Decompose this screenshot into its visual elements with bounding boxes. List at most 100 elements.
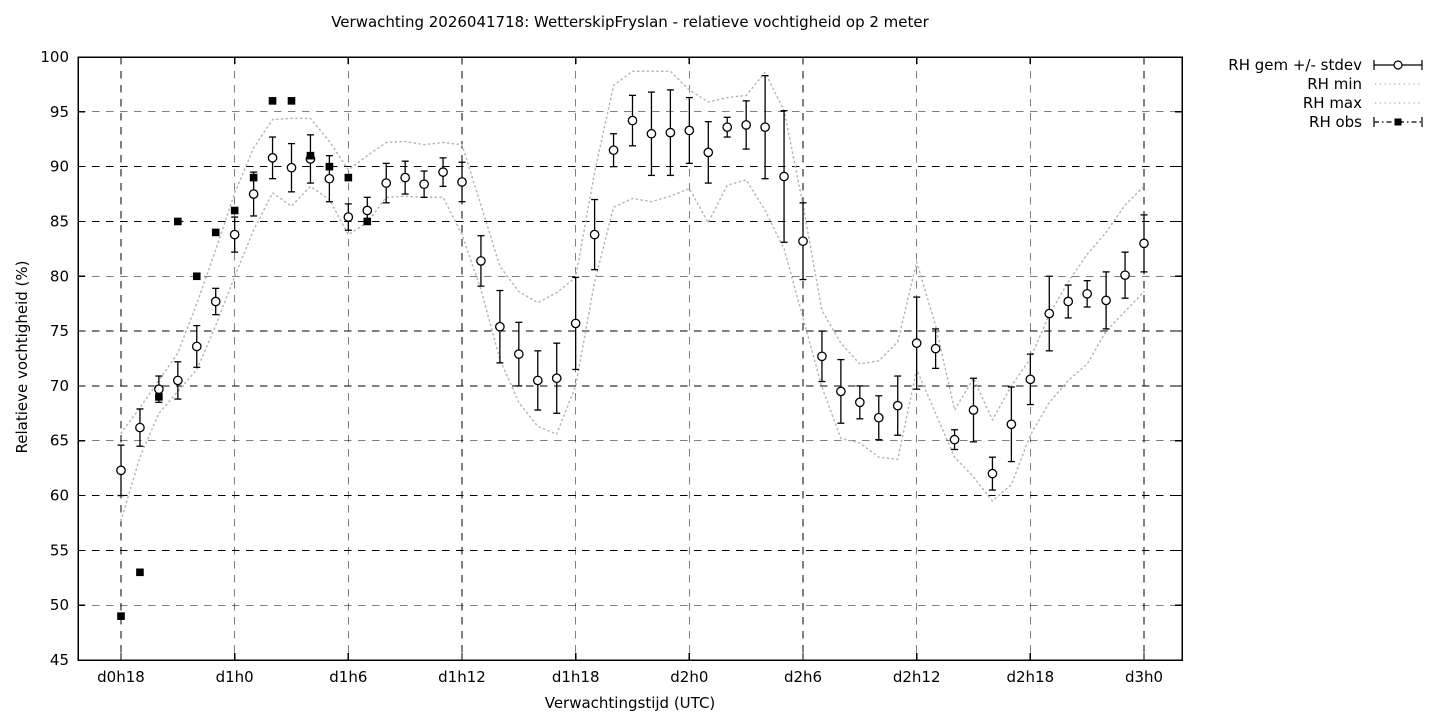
obs-marker bbox=[211, 228, 220, 237]
mean-marker bbox=[362, 205, 373, 216]
mean-marker bbox=[116, 465, 126, 476]
obs-marker bbox=[249, 173, 258, 182]
dashdot-square-sample-icon bbox=[1373, 116, 1423, 127]
mean-marker bbox=[400, 172, 411, 183]
errorbar-circle-sample-icon bbox=[1373, 59, 1423, 70]
mean-marker bbox=[513, 349, 524, 359]
rh-min-line bbox=[120, 178, 1145, 522]
obs-marker bbox=[325, 162, 334, 171]
mean-marker bbox=[722, 122, 733, 133]
mean-marker bbox=[210, 296, 221, 307]
mean-marker bbox=[267, 153, 278, 163]
rh-mean-errorbars bbox=[117, 74, 1148, 497]
mean-marker bbox=[135, 422, 145, 433]
axis-ticks bbox=[78, 56, 1182, 661]
legend-row-rh-gem: RH gem +/- stdev bbox=[1228, 55, 1424, 74]
obs-marker bbox=[306, 151, 315, 160]
legend-label-rh-max: RH max bbox=[1302, 93, 1362, 112]
mean-marker bbox=[1120, 270, 1130, 281]
legend-row-rh-obs: RH obs bbox=[1228, 112, 1424, 131]
obs-marker bbox=[136, 568, 144, 577]
mean-marker bbox=[665, 127, 676, 138]
mean-marker bbox=[1025, 374, 1036, 385]
y-tick-label: 100 bbox=[40, 48, 69, 66]
mean-marker bbox=[248, 189, 259, 199]
x-tick-label: d2h0 bbox=[670, 668, 708, 686]
x-tick-label: d1h18 bbox=[552, 668, 600, 686]
mean-marker bbox=[589, 229, 600, 240]
obs-marker bbox=[344, 173, 353, 182]
mean-marker bbox=[684, 125, 695, 136]
mean-marker bbox=[324, 173, 335, 184]
mean-marker bbox=[911, 338, 922, 349]
legend-row-rh-min: RH min bbox=[1228, 74, 1424, 93]
legend-row-rh-max: RH max bbox=[1228, 93, 1424, 112]
y-tick-label: 45 bbox=[50, 651, 69, 669]
x-tick-label: d2h12 bbox=[893, 668, 941, 686]
mean-marker bbox=[627, 115, 638, 126]
mean-marker bbox=[551, 373, 562, 384]
obs-marker bbox=[192, 272, 201, 281]
mean-marker bbox=[987, 468, 998, 479]
mean-marker bbox=[1063, 296, 1074, 307]
mean-marker bbox=[798, 236, 808, 247]
y-tick-label: 50 bbox=[50, 596, 69, 614]
mean-marker bbox=[703, 147, 714, 158]
obs-marker bbox=[155, 393, 163, 401]
mean-marker bbox=[154, 384, 164, 395]
legend-label-rh-obs: RH obs bbox=[1309, 112, 1362, 131]
mean-marker bbox=[476, 256, 486, 266]
x-tick-label: d1h0 bbox=[216, 668, 254, 686]
plot-border bbox=[77, 56, 1183, 661]
chart-title: Verwachting 2026041718: WetterskipFrysla… bbox=[331, 13, 929, 31]
mean-marker bbox=[930, 343, 941, 354]
x-tick-label: d0h18 bbox=[97, 668, 145, 686]
mean-marker bbox=[854, 397, 865, 408]
x-tick-label: d2h6 bbox=[784, 668, 822, 686]
y-tick-label: 70 bbox=[50, 377, 69, 395]
mean-marker bbox=[286, 162, 297, 173]
mean-marker bbox=[1101, 295, 1111, 306]
chart-legend: RH gem +/- stdev RH min RH max RH obs bbox=[1228, 55, 1424, 131]
obs-marker bbox=[117, 612, 125, 620]
mean-marker bbox=[191, 341, 202, 352]
rh-mean-markers bbox=[116, 115, 1149, 479]
grid-lines bbox=[78, 57, 1182, 660]
legend-label-rh-gem: RH gem +/- stdev bbox=[1228, 55, 1362, 74]
dotted-line-sample-icon bbox=[1375, 101, 1421, 104]
dotted-line-sample-icon bbox=[1375, 82, 1421, 85]
y-tick-label: 60 bbox=[50, 487, 69, 505]
mean-marker bbox=[172, 375, 183, 386]
y-tick-label: 85 bbox=[50, 212, 69, 230]
y-tick-label: 75 bbox=[50, 322, 69, 340]
y-tick-label: 80 bbox=[50, 267, 69, 285]
rh-obs-markers bbox=[117, 97, 372, 620]
mean-marker bbox=[741, 120, 752, 130]
obs-marker bbox=[287, 97, 296, 105]
mean-marker bbox=[873, 412, 884, 423]
x-tick-label: d1h6 bbox=[329, 668, 367, 686]
x-tick-label: d1h12 bbox=[438, 668, 486, 686]
rh-max-line bbox=[120, 70, 1145, 434]
mean-marker bbox=[836, 386, 846, 397]
mean-marker bbox=[343, 212, 354, 222]
axis-tick-labels: 45 50 55 60 65 70 75 80 85 90 95 100 d0h18 d1h0 d1h6 d1… bbox=[40, 48, 1163, 686]
obs-marker bbox=[230, 206, 239, 215]
mean-marker bbox=[760, 122, 770, 133]
mean-marker bbox=[1139, 238, 1149, 249]
mean-marker bbox=[779, 171, 789, 182]
mean-marker bbox=[892, 400, 903, 411]
mean-marker bbox=[457, 177, 467, 187]
mean-marker bbox=[949, 434, 960, 445]
mean-marker bbox=[1082, 288, 1093, 299]
mean-marker bbox=[229, 229, 240, 240]
y-tick-label: 55 bbox=[50, 541, 69, 559]
mean-marker bbox=[1044, 308, 1055, 319]
y-tick-label: 95 bbox=[50, 103, 69, 121]
mean-marker bbox=[608, 145, 619, 156]
y-tick-label: 65 bbox=[50, 432, 69, 450]
mean-marker bbox=[1006, 419, 1017, 430]
x-tick-label: d2h18 bbox=[1006, 668, 1054, 686]
